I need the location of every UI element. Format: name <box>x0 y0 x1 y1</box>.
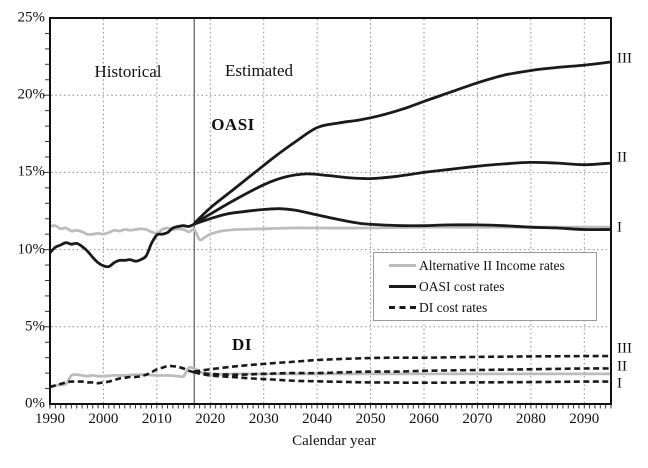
series-line <box>193 60 612 225</box>
oasi-alternative-iii-label: III <box>617 50 632 67</box>
series-line <box>193 371 612 384</box>
x-tick-label: 2020 <box>195 411 226 427</box>
di-alternative-i-label: I <box>617 375 622 392</box>
x-tick-label: 2010 <box>141 411 172 427</box>
x-tick-label: 2060 <box>409 411 439 427</box>
di-alternative-ii-label: II <box>617 358 627 375</box>
y-tick-label: 5% <box>25 318 45 335</box>
x-tick-label: 2040 <box>302 411 333 427</box>
series-line <box>48 222 195 269</box>
y-tick-label: 0% <box>25 395 45 412</box>
series-line <box>49 224 612 242</box>
series-line <box>193 160 612 226</box>
oasi-series-label: OASI <box>211 115 255 134</box>
y-tick-label: 20% <box>17 86 46 103</box>
x-tick-label: 2000 <box>88 411 119 427</box>
y-tick-label: 25% <box>17 9 46 26</box>
legend-label-income-rates: Alternative II Income rates <box>419 257 565 273</box>
di-alternative-iii-label: III <box>617 340 632 357</box>
oasi-alternative-i-label: I <box>617 219 622 236</box>
gray-line-swatch <box>389 264 416 267</box>
legend-item-income-rates: Alternative II Income rates <box>389 255 596 276</box>
black-dashed-line-swatch <box>389 306 416 309</box>
x-tick-label: 2030 <box>248 411 279 427</box>
series-line <box>194 367 612 376</box>
series-line <box>49 365 611 388</box>
legend-label-oasi-cost-rates: OASI cost rates <box>419 278 505 294</box>
series-line <box>49 364 195 389</box>
legend-item-oasi-cost-rates: OASI cost rates <box>389 276 596 297</box>
historical-period-label: Historical <box>94 62 162 81</box>
x-tick-label: 2070 <box>462 411 493 427</box>
x-tick-label: 2050 <box>355 411 386 427</box>
x-axis-title: Calendar year <box>292 433 376 449</box>
legend-item-di-cost-rates: DI cost rates <box>389 297 596 318</box>
x-tick-label: 2090 <box>569 411 600 427</box>
series-line <box>193 207 612 232</box>
series-line <box>194 354 611 373</box>
plot-frame <box>49 17 612 405</box>
estimated-period-label: Estimated <box>225 61 293 80</box>
legend-label-di-cost-rates: DI cost rates <box>419 299 488 315</box>
y-tick-label: 10% <box>17 241 46 258</box>
legend: Alternative II Income rates OASI cost ra… <box>373 252 597 321</box>
x-tick-label: 1990 <box>35 411 65 427</box>
di-series-label: DI <box>232 335 252 354</box>
oasi-alternative-ii-label: II <box>617 149 627 166</box>
x-tick-label: 2080 <box>515 411 546 427</box>
y-tick-label: 15% <box>17 163 46 180</box>
black-solid-line-swatch <box>389 285 416 288</box>
